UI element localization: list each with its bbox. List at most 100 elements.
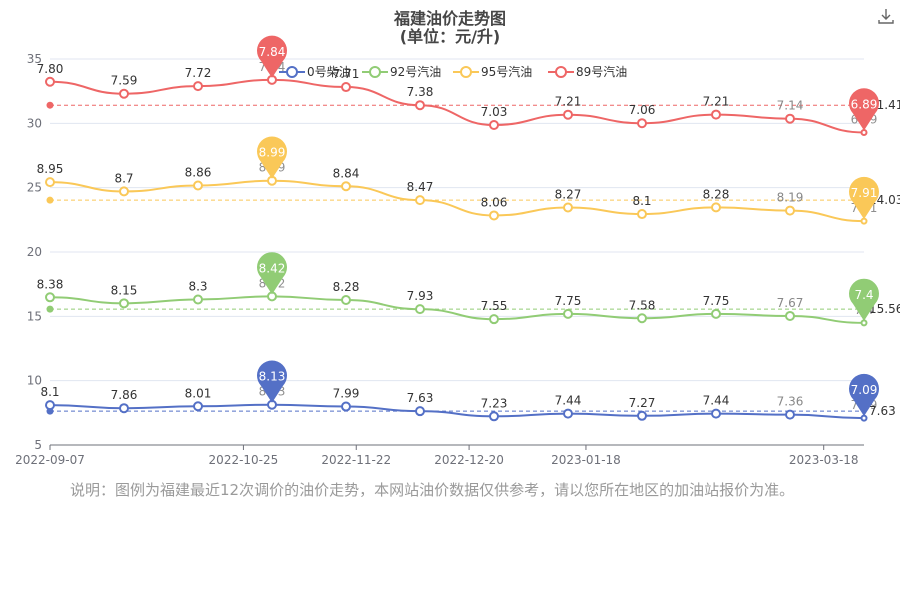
- average-start-dot: [46, 305, 54, 313]
- data-point: [341, 181, 351, 192]
- data-label: 8.3: [188, 279, 207, 293]
- data-label: 7.21: [703, 95, 730, 109]
- data-label: 7.44: [703, 394, 730, 408]
- y-tick-label: 15: [27, 309, 42, 323]
- min-pin-icon: [849, 176, 880, 220]
- y-tick-label: 25: [27, 181, 42, 195]
- data-label: 7.99: [333, 387, 360, 401]
- data-label: 7.23: [481, 396, 508, 410]
- legend-item-gasoline-92[interactable]: 92号汽油: [362, 63, 441, 80]
- data-point: [415, 100, 425, 111]
- data-point: [563, 408, 573, 419]
- download-icon[interactable]: [876, 6, 896, 26]
- data-point: [341, 82, 351, 93]
- data-label: 8.86: [185, 165, 212, 179]
- data-point: [489, 411, 499, 422]
- data-label: 8.84: [333, 166, 360, 180]
- data-point: [119, 403, 129, 414]
- series-line-2: [49, 179, 865, 223]
- data-point: [785, 113, 795, 124]
- data-label: 8.47: [407, 180, 434, 194]
- legend-marker-icon: [548, 65, 574, 78]
- data-label: 8.95: [37, 162, 64, 176]
- max-pin-icon: [257, 35, 288, 78]
- data-label: 7.93: [407, 289, 434, 303]
- min-pin-icon: [849, 278, 880, 321]
- data-point: [45, 177, 55, 188]
- data-label: 7.58: [629, 298, 656, 312]
- min-pin-icon: [849, 373, 880, 417]
- data-point: [341, 294, 351, 305]
- data-label: 7.44: [555, 394, 582, 408]
- chart-note: 说明：图例为福建最近12次调价的油价走势，本网站油价数据仅供参考，请以您所在地区…: [70, 481, 795, 499]
- data-point: [341, 401, 351, 412]
- min-label: 7.4: [854, 288, 873, 302]
- max-label: 8.42: [259, 261, 286, 275]
- data-label: 7.63: [407, 391, 434, 405]
- data-label: 8.1: [632, 194, 651, 208]
- data-point: [489, 120, 499, 131]
- data-point: [45, 292, 55, 303]
- legend-item-gasoline-95[interactable]: 95号汽油: [453, 63, 532, 80]
- x-tick-label: 2022-11-22: [321, 453, 391, 467]
- series-line-3: [49, 78, 865, 134]
- series-line-1: [49, 295, 865, 324]
- data-point: [860, 414, 868, 422]
- data-label: 7.06: [629, 103, 656, 117]
- data-point: [193, 294, 203, 305]
- data-label: 7.59: [111, 74, 138, 88]
- data-label: 7.38: [407, 85, 434, 99]
- data-label: 7.80: [37, 62, 64, 76]
- data-point: [119, 298, 129, 309]
- data-point: [415, 304, 425, 315]
- data-label: 8.27: [555, 187, 582, 201]
- legend-marker-icon: [453, 65, 479, 78]
- data-label: 8.15: [111, 283, 138, 297]
- data-point: [860, 217, 868, 225]
- x-tick-label: 2023-03-18: [789, 453, 859, 467]
- data-label: 7.36: [777, 395, 804, 409]
- data-point: [415, 195, 425, 206]
- data-label: 8.19: [777, 191, 804, 205]
- data-point: [45, 400, 55, 411]
- data-point: [119, 88, 129, 99]
- x-tick-label: 2022-09-07: [15, 453, 85, 467]
- min-label: 7.09: [851, 383, 878, 397]
- data-point: [785, 205, 795, 216]
- max-label: 8.99: [259, 146, 286, 160]
- data-point: [637, 313, 647, 324]
- data-point: [563, 308, 573, 319]
- data-label: 8.28: [333, 280, 360, 294]
- data-label: 7.71: [333, 67, 360, 81]
- data-label: 7.14: [777, 99, 804, 113]
- max-pin-icon: [257, 252, 288, 295]
- legend-item-gasoline-89[interactable]: 89号汽油: [548, 63, 627, 80]
- legend-marker-icon: [362, 65, 388, 78]
- data-point: [711, 109, 721, 120]
- legend-item-diesel-0[interactable]: 0号柴油: [279, 63, 351, 80]
- average-label: 7.63: [869, 404, 896, 418]
- legend-label: 89号汽油: [576, 65, 628, 79]
- min-label: 6.89: [851, 97, 878, 111]
- y-tick-label: 30: [27, 116, 42, 130]
- data-point: [415, 406, 425, 417]
- y-tick-label: 10: [27, 374, 42, 388]
- data-label: 7.86: [111, 388, 138, 402]
- series-line-0: [49, 403, 865, 420]
- chart-title: 福建油价走势图: [393, 9, 506, 28]
- chart-subtitle: (单位：元/升): [399, 27, 501, 46]
- data-point: [563, 202, 573, 213]
- data-label: 8.28: [703, 187, 730, 201]
- data-label: 8.7: [114, 171, 133, 185]
- data-label: 8.38: [37, 277, 64, 291]
- y-tick-label: 5: [34, 438, 42, 452]
- data-point: [860, 128, 868, 136]
- data-point: [637, 118, 647, 129]
- max-label: 8.13: [259, 370, 286, 384]
- data-point: [193, 401, 203, 412]
- max-label: 7.84: [259, 45, 286, 59]
- data-label: 8.01: [185, 386, 212, 400]
- data-point: [711, 308, 721, 319]
- data-point: [119, 186, 129, 197]
